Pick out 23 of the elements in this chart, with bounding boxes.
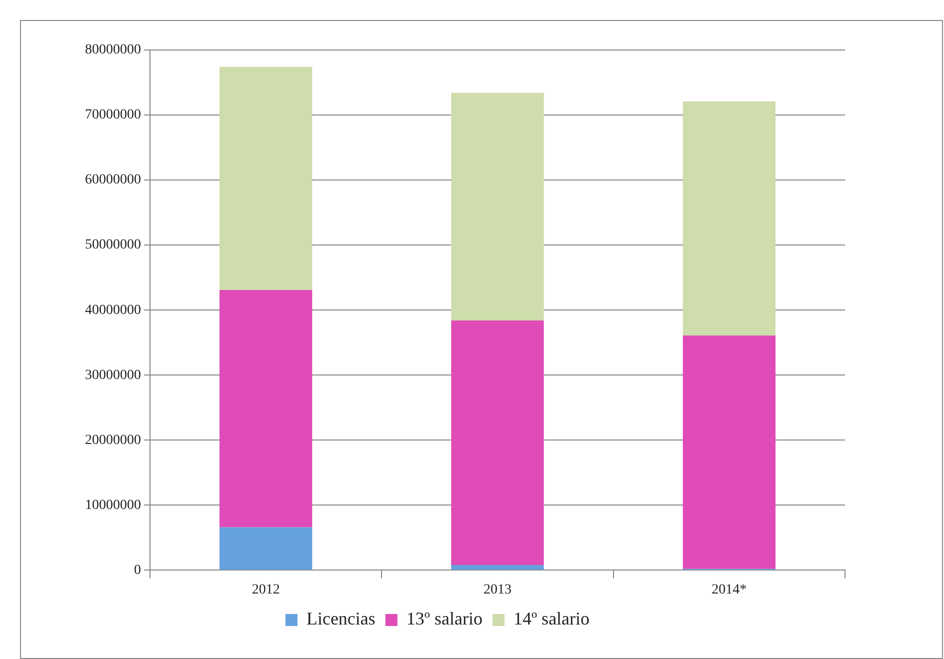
- y-tick-label: 40000000: [85, 302, 141, 318]
- y-tick-label: 10000000: [85, 498, 141, 513]
- bar: [451, 92, 544, 321]
- bar: [220, 527, 312, 570]
- y-tick-label: 0: [134, 562, 141, 578]
- legend-label: 13º salario: [406, 608, 482, 629]
- x-tick-label: 2014*: [712, 582, 747, 598]
- y-tick-label: 80000000: [85, 42, 141, 58]
- y-tick-label: 30000000: [85, 368, 141, 383]
- x-tick-label: 2012: [252, 582, 280, 598]
- y-tick-label: 50000000: [85, 238, 141, 253]
- y-tick-label: 60000000: [85, 172, 141, 188]
- bar: [451, 565, 544, 570]
- legend-label: Licencias: [306, 608, 376, 629]
- bar: [682, 335, 776, 569]
- legend-label: 14º salario: [513, 608, 590, 629]
- bar: [451, 320, 544, 565]
- y-tick-label: 20000000: [85, 432, 141, 448]
- bar: [220, 66, 312, 290]
- bar: [682, 101, 776, 336]
- y-tick-label: 70000000: [85, 108, 141, 123]
- bar: [220, 290, 312, 528]
- x-tick-label: 2013: [484, 582, 512, 598]
